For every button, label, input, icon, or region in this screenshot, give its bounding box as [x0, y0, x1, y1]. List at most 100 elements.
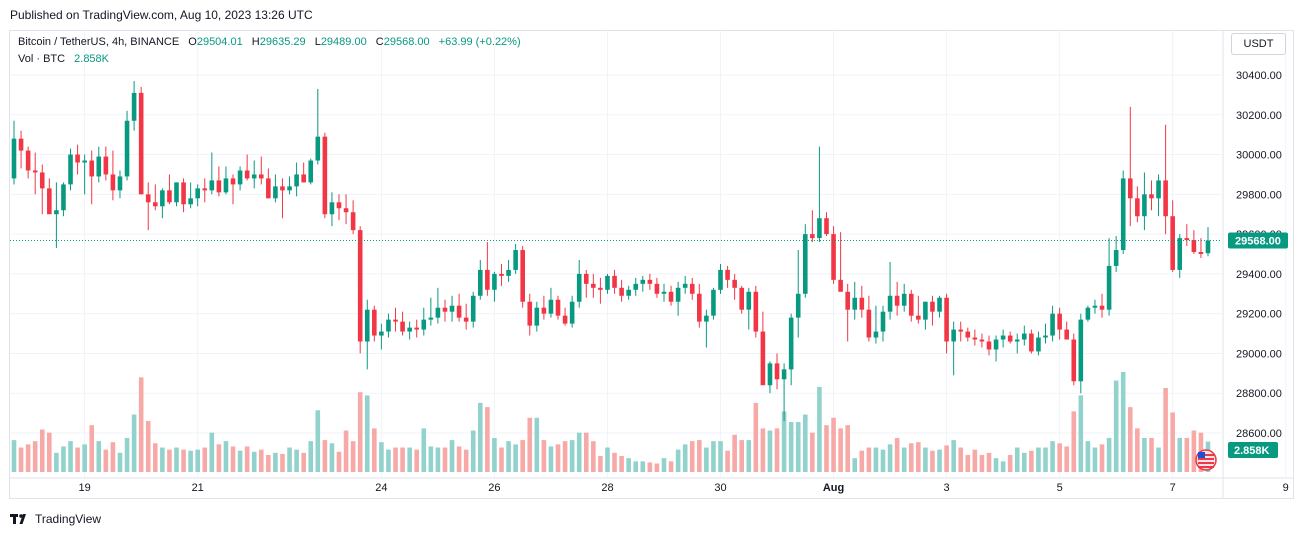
- volume-bar: [39, 429, 45, 472]
- volume-bar: [463, 449, 469, 472]
- volume-bar: [647, 462, 653, 472]
- volume-bar: [230, 446, 236, 472]
- candle: [492, 271, 497, 302]
- candle-body: [39, 172, 45, 189]
- candle: [294, 162, 299, 197]
- candle-body: [442, 307, 448, 312]
- volume-bar: [937, 449, 942, 472]
- candle-body: [287, 186, 292, 191]
- candle-body: [47, 188, 52, 215]
- candle: [364, 299, 370, 370]
- volume-bar: [682, 444, 688, 472]
- volume-bar: [916, 442, 921, 472]
- candle: [541, 295, 547, 320]
- candle-body: [569, 301, 575, 324]
- candle-body: [209, 180, 215, 191]
- price-axis[interactable]: 30400.0030200.0030000.0029800.0029600.00…: [1222, 31, 1282, 498]
- candle-body: [1043, 335, 1048, 338]
- footer-brand[interactable]: TradingView: [10, 510, 101, 528]
- candle-body: [379, 331, 384, 336]
- candle: [1078, 313, 1084, 394]
- candle: [1029, 329, 1034, 354]
- candle: [1191, 230, 1197, 254]
- candle-body: [463, 317, 469, 322]
- candle: [237, 166, 243, 191]
- candle: [605, 273, 610, 294]
- candle: [287, 176, 292, 195]
- candle-body: [506, 269, 511, 276]
- volume-bar: [605, 447, 610, 472]
- candle: [266, 168, 271, 199]
- candle-body: [520, 250, 525, 302]
- candle: [188, 182, 193, 209]
- candle: [845, 283, 850, 342]
- candle-body: [386, 319, 391, 332]
- volume-bar: [329, 443, 335, 472]
- candle-body: [1064, 329, 1069, 340]
- time-tick-label: 26: [488, 482, 500, 494]
- volume-bar: [1014, 447, 1020, 472]
- candle: [753, 285, 759, 338]
- volume-bar: [774, 428, 780, 472]
- candle-body: [541, 307, 547, 314]
- volume-bar: [1007, 454, 1013, 472]
- volume-bar: [216, 444, 222, 472]
- volume-bar: [520, 440, 525, 472]
- time-tick-label: 3: [944, 482, 950, 494]
- candle: [258, 156, 264, 185]
- candle: [704, 309, 709, 348]
- candle: [39, 164, 45, 215]
- volume-bar: [1127, 407, 1133, 472]
- volume-bar: [273, 452, 278, 472]
- candle-body: [68, 154, 73, 185]
- candle: [89, 150, 95, 205]
- candle-body: [781, 369, 787, 380]
- volume-bar: [1022, 452, 1027, 472]
- candle-body: [421, 319, 427, 330]
- time-axis[interactable]: 19 21 24 26 28 30 Aug 3 5 7 9: [10, 477, 1293, 494]
- volume-bar: [266, 454, 271, 472]
- candle: [612, 269, 617, 294]
- candle-body: [117, 176, 123, 191]
- chart-panel[interactable]: [9, 30, 1294, 499]
- candle: [1142, 172, 1147, 231]
- candle-body: [845, 291, 850, 310]
- candle: [788, 313, 794, 386]
- volume-bar: [407, 447, 412, 472]
- candle-body: [110, 174, 116, 191]
- close-label: C: [375, 36, 384, 48]
- candle: [456, 293, 462, 322]
- volume-bar: [435, 447, 441, 472]
- last-price-tag: [1228, 232, 1288, 249]
- candle: [1050, 305, 1055, 342]
- volume-bar: [668, 461, 674, 472]
- candle-body: [153, 202, 158, 207]
- symbol-name: Bitcoin / TetherUS, 4h, BINANCE: [18, 36, 180, 48]
- volume-bar: [1163, 387, 1168, 472]
- volume-bar: [54, 452, 59, 472]
- candle: [583, 269, 589, 298]
- volume-bar: [379, 442, 384, 472]
- last-volume-tag: [1228, 442, 1278, 458]
- candle: [442, 299, 448, 322]
- volume-bar: [852, 458, 858, 472]
- candle-body: [181, 182, 186, 205]
- candle-body: [817, 218, 822, 239]
- volume-bar: [1149, 437, 1154, 472]
- candle-body: [1113, 250, 1119, 266]
- candle: [1149, 180, 1154, 211]
- candle-body: [1000, 335, 1006, 340]
- candle: [400, 311, 405, 336]
- candle: [131, 80, 137, 131]
- currency-button[interactable]: USDT: [1231, 33, 1286, 55]
- volume-bar: [951, 440, 956, 472]
- candle: [1007, 331, 1013, 344]
- candle-body: [11, 138, 17, 179]
- volume-bar: [1184, 437, 1190, 472]
- candle: [350, 200, 356, 235]
- candle: [1113, 236, 1119, 272]
- volume-bar: [414, 449, 420, 472]
- candle: [110, 150, 116, 201]
- candle: [739, 285, 745, 314]
